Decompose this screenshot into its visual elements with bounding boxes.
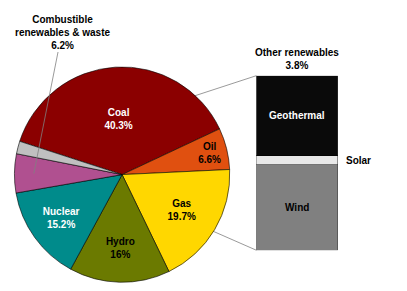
svg-text:Geothermal: Geothermal bbox=[269, 110, 325, 121]
svg-text:Hydro16%: Hydro16% bbox=[106, 236, 135, 260]
svg-text:Solar: Solar bbox=[346, 155, 371, 166]
svg-text:Oil6.6%: Oil6.6% bbox=[198, 141, 221, 165]
svg-text:Coal40.3%: Coal40.3% bbox=[104, 107, 132, 131]
svg-text:Combustiblerenewables & waste6: Combustiblerenewables & waste6.2% bbox=[15, 14, 110, 51]
svg-text:Other renewables3.8%: Other renewables3.8% bbox=[255, 47, 339, 71]
svg-text:Wind: Wind bbox=[285, 202, 309, 213]
svg-text:Gas19.7%: Gas19.7% bbox=[168, 198, 196, 222]
svg-text:Nuclear15.2%: Nuclear15.2% bbox=[43, 206, 80, 230]
